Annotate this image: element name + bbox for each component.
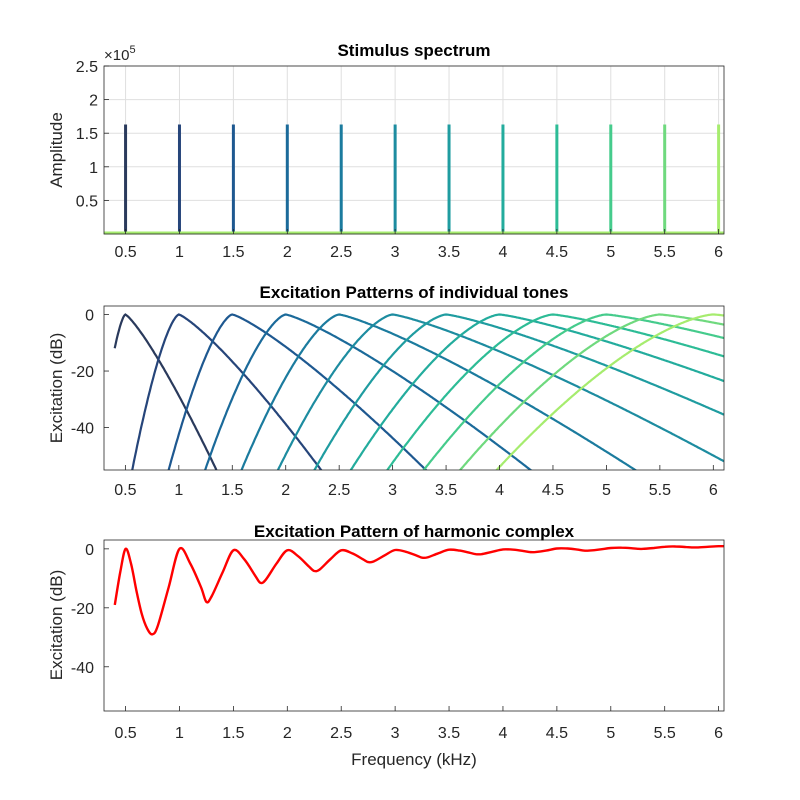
tone-excitation-line [422,313,724,470]
harmonic-complex-lines [113,544,724,636]
x-tick-label: 5 [606,244,615,261]
tone-excitation-line [458,313,724,470]
x-tick-label: 1 [174,482,183,499]
x-tick-label: 4 [495,482,504,499]
harmonic-complex-ylabel: Excitation (dB) [47,570,66,681]
x-tick-label: 5.5 [649,482,671,499]
y-tick-label: -40 [71,660,94,677]
x-tick-label: 1.5 [222,725,244,742]
y-exponent-base: ×10 [104,47,129,64]
harmonic-complex-axes-frame [103,539,725,712]
x-tick-label: 1.5 [222,244,244,261]
tone-excitation-line [276,313,724,470]
y-tick-label: 1 [89,160,98,177]
x-tick-label: 3.5 [435,482,457,499]
complex-excitation-line [113,544,724,636]
x-tick-label: 2 [281,482,290,499]
stimulus-spectrum-title: Stimulus spectrum [337,41,490,60]
x-tick-label: 3 [391,244,400,261]
y-exponent-power: 5 [129,44,135,56]
x-tick-label: 0.5 [114,482,136,499]
stimulus-spectrum-ylabel: Amplitude [47,112,66,188]
x-tick-label: 2.5 [330,725,352,742]
x-tick-label: 6 [709,482,718,499]
x-tick-label: 4.5 [546,244,568,261]
x-tick-label: 3.5 [438,244,460,261]
individual-tones-title: Excitation Patterns of individual tones [260,283,569,302]
x-tick-label: 0.5 [114,725,136,742]
x-tick-label: 5 [602,482,611,499]
harmonic-complex-axes-box [104,540,724,711]
harmonic-complex-ticks: 0.5 1 1.5 2 2.5 3 3.5 4 4.5 5 5.5 6 0 -20 -40 [71,542,723,742]
x-tick-label: 0.5 [114,244,136,261]
stimulus-spectrum-bars [124,124,721,234]
tone-excitation-line [495,313,724,470]
x-tick-label: 2.5 [328,482,350,499]
harmonic-complex-title: Excitation Pattern of harmonic complex [254,522,575,541]
tone-excitation-line [349,313,724,470]
harmonic-complex-panel: 0.5 1 1.5 2 2.5 3 3.5 4 4.5 5 5.5 6 0 -20 -40 Excitati… [47,522,725,769]
x-tick-label: 4 [499,725,508,742]
y-tick-label: -20 [71,601,94,618]
harmonic-complex-xlabel: Frequency (kHz) [351,750,477,769]
tone-excitation-line [313,313,724,470]
y-tick-label: -20 [71,364,94,381]
individual-tones-lines [113,313,724,470]
x-tick-label: 4.5 [546,725,568,742]
x-tick-label: 1 [175,725,184,742]
y-tick-label: 2 [89,93,98,110]
x-tick-label: 2 [283,725,292,742]
y-tick-label: 2.5 [76,59,98,76]
x-tick-label: 6 [714,725,723,742]
x-tick-label: 1.5 [221,482,243,499]
stimulus-spectrum-axes-box [104,66,724,234]
tone-excitation-line [131,313,323,470]
tone-excitation-line [386,313,724,470]
x-tick-label: 3.5 [438,725,460,742]
tone-excitation-line [167,313,428,470]
tone-excitation-line [203,313,533,470]
x-tick-label: 5.5 [654,725,676,742]
y-tick-label: -40 [71,421,94,438]
individual-tones-axes-frame [103,305,725,471]
x-tick-label: 5.5 [654,244,676,261]
y-tick-label: 0 [85,542,94,559]
x-tick-label: 3 [391,725,400,742]
stimulus-spectrum-y-exponent: ×105 [104,44,136,64]
stimulus-spectrum-panel: 0.5 1 1.5 2 2.5 3 3.5 4 4.5 5 5.5 6 0.5 1 1.5 2 2.5 Stim… [47,41,725,261]
individual-tones-ticks: 0.5 1 1.5 2 2.5 3 3.5 4 4.5 5 5.5 6 0 -20 -40 [71,307,718,499]
x-tick-label: 2.5 [330,244,352,261]
y-tick-label: 0.5 [76,193,98,210]
x-tick-label: 6 [714,244,723,261]
y-tick-label: 1.5 [76,126,98,143]
x-tick-label: 1 [175,244,184,261]
individual-tones-panel: 0.5 1 1.5 2 2.5 3 3.5 4 4.5 5 5.5 6 0 -20 -40 Excitati… [47,283,725,499]
x-tick-label: 4.5 [542,482,564,499]
stimulus-spectrum-ticks: 0.5 1 1.5 2 2.5 3 3.5 4 4.5 5 5.5 6 0.5 1 1.5 2 2.5 [76,59,723,261]
x-tick-label: 4 [499,244,508,261]
x-tick-label: 2 [283,244,292,261]
individual-tones-ylabel: Excitation (dB) [47,333,66,444]
stimulus-spectrum-axes-frame [103,65,725,235]
y-tick-label: 0 [85,307,94,324]
tone-excitation-line [240,313,638,470]
x-tick-label: 5 [606,725,615,742]
x-tick-label: 3 [388,482,397,499]
